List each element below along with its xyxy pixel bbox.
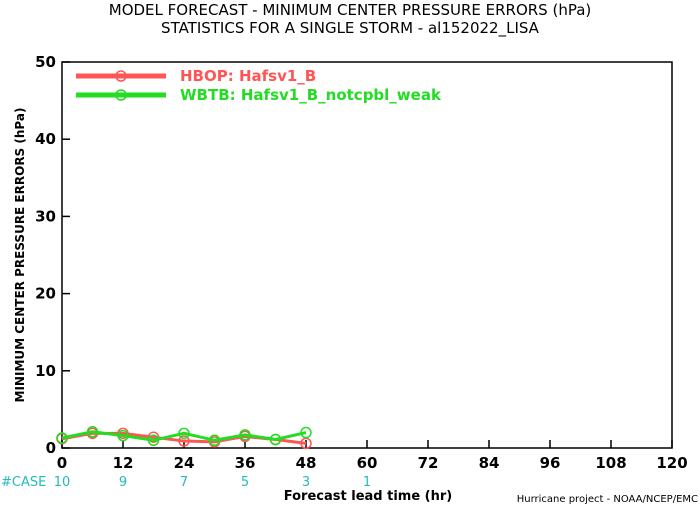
x-tick-label: 48: [296, 454, 317, 472]
y-tick-label: 40: [35, 130, 56, 148]
data-point: [147, 431, 160, 443]
series-line-1: [61, 430, 307, 442]
y-tick-label: 50: [35, 53, 56, 71]
x-tick-label: 72: [418, 454, 439, 472]
x-tick-label: 24: [174, 454, 195, 472]
data-point: [269, 433, 282, 446]
data-point: [56, 432, 68, 444]
data-point: [300, 426, 312, 439]
data-point: [300, 437, 312, 450]
chart-title: MODEL FORECAST - MINIMUM CENTER PRESSURE…: [109, 1, 592, 19]
legend-label: HBOP: Hafsv1_B: [180, 67, 316, 85]
x-tick-label: 96: [540, 454, 561, 472]
x-tick-label: 108: [595, 454, 626, 472]
plot-frame: [61, 61, 673, 449]
case-count: 9: [119, 475, 127, 490]
case-count: 3: [302, 475, 310, 490]
y-tick-label: 20: [35, 285, 56, 303]
case-count: 10: [54, 475, 71, 490]
data-point: [86, 426, 99, 438]
plot-area: [61, 61, 673, 449]
x-axis-label: Forecast lead time (hr): [284, 489, 452, 504]
x-tick-label: 36: [235, 454, 256, 472]
y-tick-label: 30: [35, 207, 56, 225]
data-point: [147, 434, 160, 447]
x-tick-label: 60: [357, 454, 378, 472]
series-layer: [56, 426, 312, 450]
x-axis: 0 12 24 36 48 60 72 84 96 108 120: [57, 440, 688, 472]
credit-text: Hurricane project - NOAA/NCEP/EMC: [517, 494, 698, 505]
case-count: 5: [241, 475, 249, 490]
case-count: 1: [363, 475, 371, 490]
x-tick-label: 12: [113, 454, 134, 472]
x-tick-label: 84: [479, 454, 500, 472]
legend-label: WBTB: Hafsv1_B_notcpbl_weak: [180, 86, 442, 104]
y-tick-label: 10: [35, 362, 56, 380]
data-point: [178, 427, 190, 440]
y-tick-label: 0: [46, 439, 56, 457]
x-tick-label: 0: [57, 454, 67, 472]
y-axis-label: MINIMUM CENTER PRESSURE ERRORS (hPa): [13, 108, 27, 403]
legend-marker: [115, 89, 127, 101]
case-counts: #CASE 10 9 7 5 3 1: [1, 475, 371, 490]
data-point: [178, 435, 190, 447]
data-point: [117, 429, 129, 442]
data-point: [239, 429, 251, 441]
case-count: 7: [180, 475, 188, 490]
chart-subtitle: STATISTICS FOR A SINGLE STORM - al152022…: [161, 19, 540, 38]
data-point: [208, 434, 221, 447]
legend-marker: [115, 70, 127, 82]
x-tick-label: 120: [656, 454, 687, 472]
y-axis: 0 10 20 30 40 50: [35, 53, 70, 457]
case-label: #CASE: [1, 475, 46, 490]
